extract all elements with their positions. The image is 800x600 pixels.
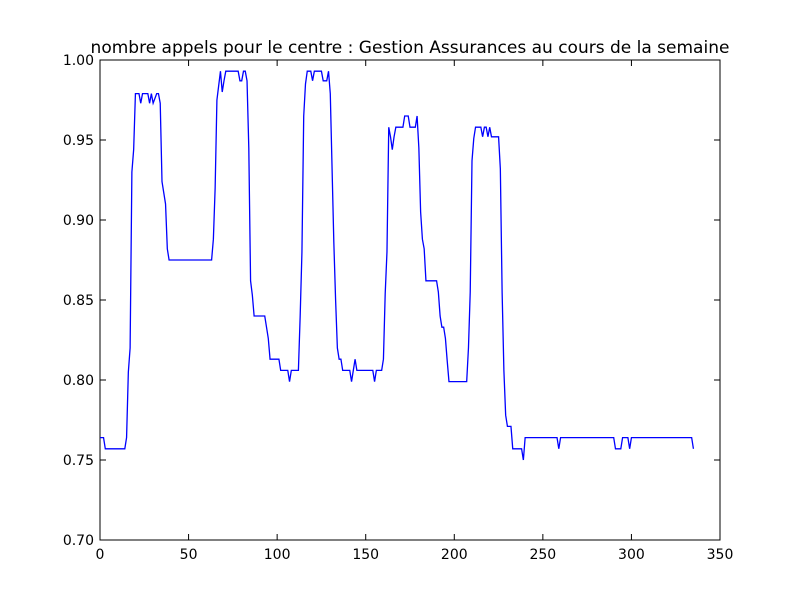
x-tick-label: 250: [529, 547, 556, 563]
x-tick-label: 200: [441, 547, 468, 563]
x-tick-label: 100: [264, 547, 291, 563]
y-tick-label: 0.70: [63, 533, 94, 549]
y-tick-label: 0.90: [63, 213, 94, 229]
data-line: [100, 70, 695, 461]
x-tick-label: 300: [618, 547, 645, 563]
y-tick-label: 0.80: [63, 373, 94, 389]
y-tick-label: 0.85: [63, 293, 94, 309]
x-tick-label: 150: [352, 547, 379, 563]
x-tick-label: 350: [707, 547, 734, 563]
x-tick-label: 0: [96, 547, 105, 563]
y-tick-label: 0.75: [63, 453, 94, 469]
chart-title: nombre appels pour le centre : Gestion A…: [91, 38, 730, 58]
y-tick-label: 1.00: [63, 53, 94, 69]
x-tick-label: 50: [180, 547, 198, 563]
y-tick-label: 0.95: [63, 133, 94, 149]
